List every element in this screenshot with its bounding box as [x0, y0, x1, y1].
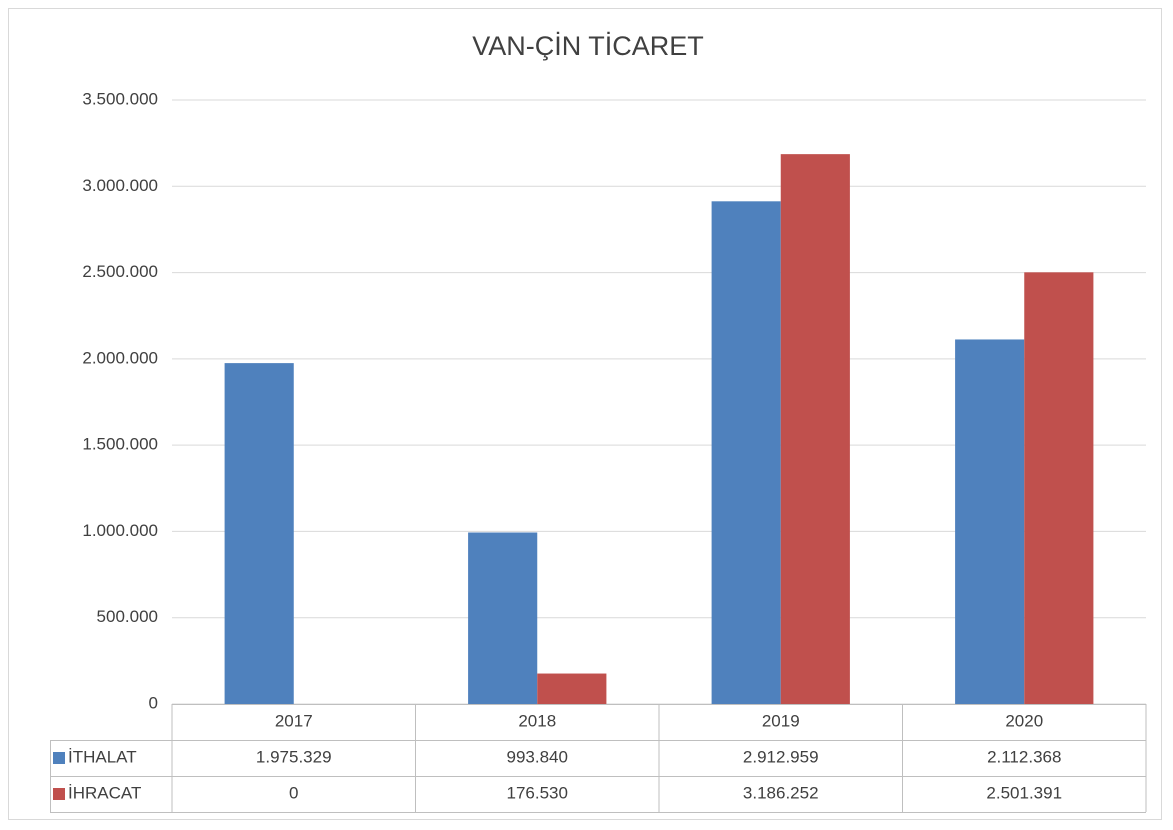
- data-label: 1.975.329: [256, 747, 332, 766]
- data-label: 2.501.391: [986, 783, 1062, 802]
- data-label: 2.112.368: [987, 747, 1061, 766]
- data-label: 0: [289, 783, 298, 802]
- data-label: 993.840: [507, 747, 568, 766]
- legend-swatch: [53, 788, 65, 800]
- data-label: 2.912.959: [743, 747, 819, 766]
- data-label: 3.186.252: [743, 783, 819, 802]
- x-tick-label: 2019: [762, 711, 800, 730]
- bar: [468, 532, 538, 704]
- y-tick-label: 1.500.000: [82, 435, 158, 454]
- bar: [955, 339, 1025, 704]
- bar: [537, 673, 607, 704]
- chart-title: VAN-ÇİN TİCARET: [472, 30, 704, 61]
- data-label: 176.530: [507, 783, 568, 802]
- legend-label: İTHALAT: [68, 747, 137, 766]
- y-tick-label: 1.000.000: [82, 521, 158, 540]
- legend-swatch: [53, 752, 65, 764]
- y-tick-label: 3.000.000: [82, 176, 158, 195]
- y-tick-label: 3.500.000: [82, 89, 158, 108]
- bar: [1024, 272, 1094, 704]
- bar: [780, 154, 850, 705]
- legend-label: İHRACAT: [68, 783, 141, 802]
- y-tick-label: 2.000.000: [82, 348, 158, 367]
- bar: [224, 363, 294, 704]
- y-tick-label: 0: [149, 693, 158, 712]
- bar: [711, 201, 781, 704]
- y-tick-label: 2.500.000: [82, 262, 158, 281]
- x-tick-label: 2018: [518, 711, 556, 730]
- x-tick-label: 2020: [1005, 711, 1043, 730]
- y-tick-label: 500.000: [97, 607, 158, 626]
- x-tick-label: 2017: [275, 711, 313, 730]
